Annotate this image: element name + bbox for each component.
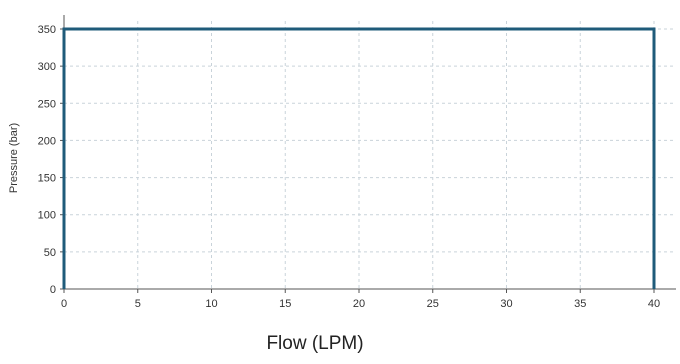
y-tick-label: 300 <box>38 61 56 73</box>
y-tick-label: 0 <box>50 284 56 296</box>
x-tick-label: 20 <box>353 298 365 310</box>
x-tick-labels: 0 5 10 15 20 25 30 35 40 <box>61 298 660 310</box>
y-tick-labels: 0 50 100 150 200 250 300 350 <box>38 24 56 296</box>
y-tick-label: 350 <box>38 24 56 36</box>
y-tick-label: 150 <box>38 173 56 185</box>
y-tick-label: 250 <box>38 98 56 110</box>
pressure-flow-envelope-line <box>62 27 656 289</box>
x-tick-label: 30 <box>500 298 512 310</box>
axis-layer <box>60 15 676 293</box>
x-tick-label: 0 <box>61 298 67 310</box>
x-tick-label: 10 <box>205 298 217 310</box>
x-tick-label: 5 <box>135 298 141 310</box>
x-tick-label: 25 <box>427 298 439 310</box>
grid-layer <box>63 21 676 290</box>
x-tick-label: 40 <box>648 298 660 310</box>
y-tick-label: 50 <box>44 247 56 259</box>
y-tick-label: 200 <box>38 135 56 147</box>
y-tick-label: 100 <box>38 210 56 222</box>
series-layer <box>62 27 656 289</box>
x-tick-label: 15 <box>279 298 291 310</box>
y-axis-label: Pressure (bar) <box>8 123 20 193</box>
x-tick-label: 35 <box>574 298 586 310</box>
x-axis-label: Flow (LPM) <box>266 333 363 354</box>
